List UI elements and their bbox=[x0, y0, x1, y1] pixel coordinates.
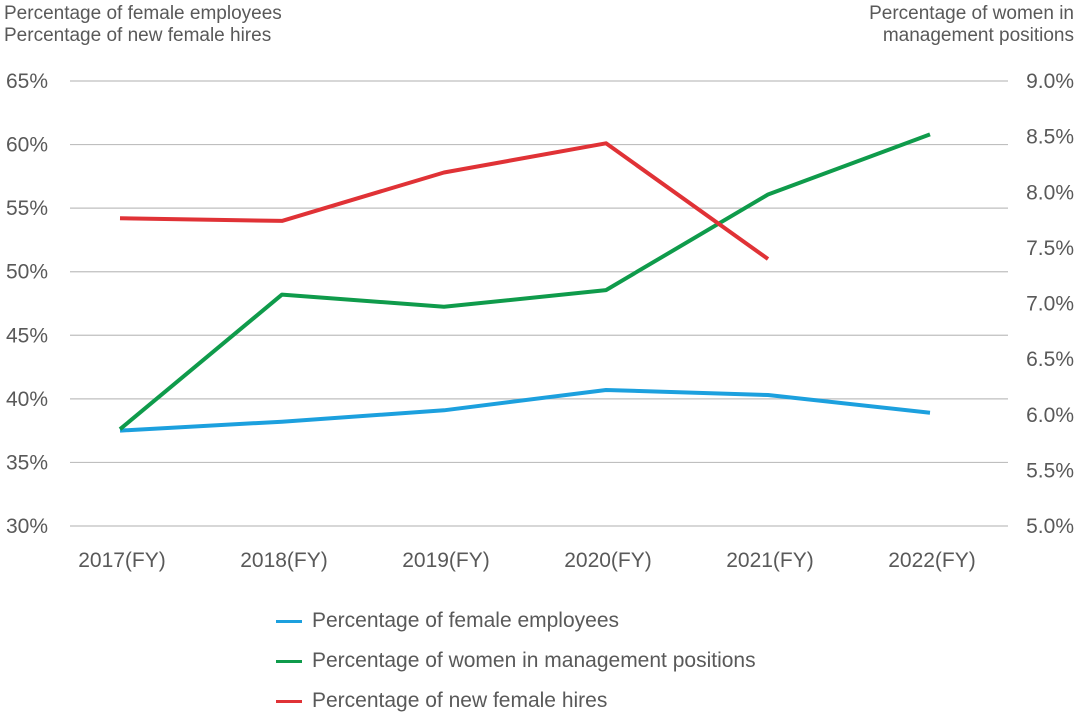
x-tick-label: 2019(FY) bbox=[402, 549, 490, 572]
legend-label-female-employees: Percentage of female employees bbox=[312, 609, 620, 632]
right-tick-label: 7.5% bbox=[1026, 237, 1074, 260]
legend-swatch-women-management bbox=[276, 659, 302, 663]
right-tick-label: 9.0% bbox=[1026, 70, 1074, 93]
legend-item-women-management: Percentage of women in management positi… bbox=[276, 641, 756, 681]
left-tick-label: 55% bbox=[6, 197, 48, 220]
right-tick-label: 6.5% bbox=[1026, 348, 1074, 371]
left-tick-label: 35% bbox=[6, 451, 48, 474]
left-axis-title-line2: Percentage of new female hires bbox=[4, 25, 272, 46]
legend-item-new-female-hires: Percentage of new female hires bbox=[276, 681, 756, 721]
right-tick-label: 8.0% bbox=[1026, 181, 1074, 204]
x-tick-label: 2021(FY) bbox=[726, 549, 814, 572]
x-tick-label: 2020(FY) bbox=[564, 549, 652, 572]
left-tick-label: 50% bbox=[6, 261, 48, 284]
right-tick-label: 5.5% bbox=[1026, 459, 1074, 482]
line-chart: 30% 35% 40% 45% 50% 55% 60% 65% 5.0% 5.5% 6.0% 6.5%… bbox=[6, 70, 1074, 572]
x-tick-label: 2022(FY) bbox=[888, 549, 976, 572]
legend-swatch-new-female-hires bbox=[276, 699, 302, 703]
right-tick-label: 8.5% bbox=[1026, 126, 1074, 149]
right-tick-label: 7.0% bbox=[1026, 293, 1074, 316]
x-tick-label: 2017(FY) bbox=[78, 549, 166, 572]
legend: Percentage of female employees Percentag… bbox=[276, 601, 756, 721]
left-axis-title-line1: Percentage of female employees bbox=[4, 3, 282, 24]
legend-label-women-management: Percentage of women in management positi… bbox=[312, 649, 756, 672]
series-line-0 bbox=[119, 388, 931, 433]
x-tick-label: 2018(FY) bbox=[240, 549, 328, 572]
legend-item-female-employees: Percentage of female employees bbox=[276, 601, 756, 641]
left-tick-label: 60% bbox=[6, 134, 48, 157]
right-tick-label: 6.0% bbox=[1026, 404, 1074, 427]
legend-label-new-female-hires: Percentage of new female hires bbox=[312, 689, 608, 712]
left-tick-label: 45% bbox=[6, 324, 48, 347]
left-tick-label: 40% bbox=[6, 388, 48, 411]
left-tick-label: 65% bbox=[6, 70, 48, 93]
series-line-2 bbox=[119, 141, 770, 261]
right-axis-title-line2: management positions bbox=[882, 25, 1074, 46]
series-line-1 bbox=[118, 132, 931, 431]
left-axis-title: Percentage of female employees Percentag… bbox=[4, 3, 282, 47]
right-axis-title-line1: Percentage of women in bbox=[869, 3, 1074, 24]
right-axis-title: Percentage of women in management positi… bbox=[869, 3, 1074, 47]
legend-swatch-female-employees bbox=[276, 619, 302, 623]
right-tick-label: 5.0% bbox=[1026, 515, 1074, 538]
left-tick-label: 30% bbox=[6, 515, 48, 538]
